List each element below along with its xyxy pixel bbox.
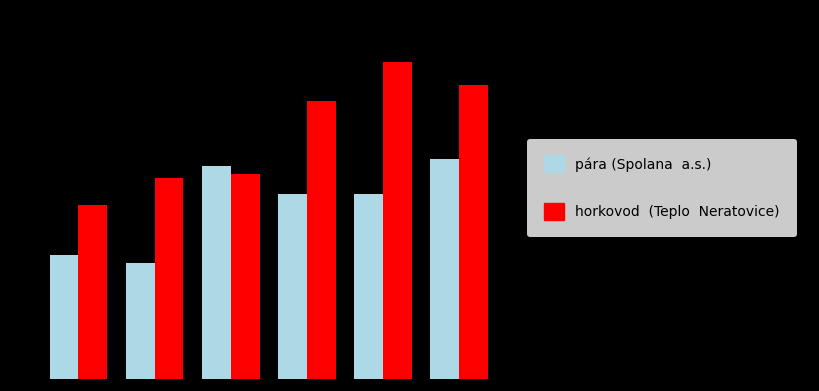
Bar	[382, 62, 411, 379]
Bar	[354, 194, 382, 379]
Bar	[230, 174, 260, 379]
Bar	[125, 263, 154, 379]
Bar	[278, 194, 306, 379]
Bar	[201, 167, 230, 379]
Bar	[79, 205, 107, 379]
Bar	[306, 101, 335, 379]
Bar	[429, 159, 459, 379]
Bar	[459, 85, 487, 379]
Bar	[49, 255, 79, 379]
Bar	[154, 178, 183, 379]
Legend: pára (Spolana  a.s.), horkovod  (Teplo  Neratovice): pára (Spolana a.s.), horkovod (Teplo Ner…	[527, 139, 796, 237]
